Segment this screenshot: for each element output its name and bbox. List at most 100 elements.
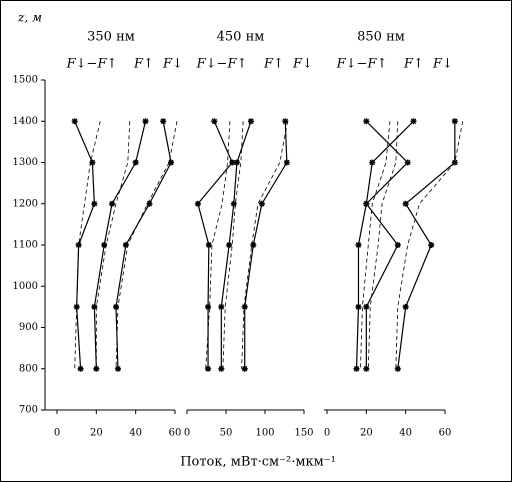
y-tick-label: 1200 [13,198,38,209]
flux-point [77,365,84,372]
flux-point [369,159,376,166]
flux-line [360,121,391,369]
x-tick-label: 0 [184,428,190,439]
flux-point [394,365,401,372]
flux-line [74,121,95,369]
flux-point [402,303,409,310]
flux-point [113,303,119,310]
x-tick-label: 0 [54,428,60,439]
flux-point [122,242,129,248]
flux-point [363,365,370,372]
series-label: F↓ [432,57,453,72]
y-tick-label: 1100 [13,240,38,251]
flux-point [89,159,96,166]
flux-line [93,121,147,369]
flux-point [91,303,98,310]
flux-point [205,303,212,310]
flux-point [451,159,458,166]
flux-line [367,121,399,369]
series-label: F↓ [162,57,183,72]
flux-point [402,200,409,207]
flux-line [115,121,172,369]
flux-line [95,121,131,369]
flux-point [404,159,411,166]
flux-point [241,303,248,310]
flux-point [211,118,218,125]
flux-point [75,242,82,248]
flux-point [73,303,80,310]
flux-point [282,118,289,125]
flux-point [218,365,225,372]
flux-line [205,121,231,369]
y-tick-label: 1300 [13,157,38,168]
y-tick-label: 900 [19,322,38,333]
flux-point [160,118,167,125]
flux-point [241,365,248,372]
y-tick-label: 1500 [13,75,38,86]
y-axis-label: z, м [17,11,42,25]
flux-point [355,242,362,248]
flux-line [74,121,101,369]
flux-point [283,159,290,166]
flux-point [168,159,175,166]
flux-point [205,242,212,248]
flux-point [250,242,257,248]
series-label: F↑ [403,57,424,72]
x-tick-label: 40 [129,428,142,439]
y-tick-label: 800 [19,363,38,374]
series-label: F↓ [292,57,313,72]
x-tick-label: 60 [169,428,182,439]
flux-point [114,365,121,372]
flux-point [247,118,254,125]
flux-point [218,303,225,310]
flux-point [132,159,139,166]
flux-line [397,121,456,369]
flux-point [428,242,435,248]
flux-point [363,200,370,207]
x-tick-label: 20 [360,428,373,439]
flux-line [355,120,414,369]
flux-point [91,200,98,207]
x-tick-label: 50 [220,428,233,439]
flux-point [355,303,362,310]
panel-title: 850 нм [357,30,405,45]
flux-point [394,242,401,248]
flux-line [220,121,252,369]
x-tick-label: 100 [255,428,274,439]
flux-point [194,200,201,207]
flux-line [222,121,244,369]
x-tick-label: 40 [399,428,412,439]
flux-point [71,118,78,125]
x-tick-label: 0 [324,428,330,439]
flux-line [395,121,464,369]
flux-point [353,365,360,372]
flux-point [363,118,370,125]
flux-line [244,121,288,369]
x-tick-label: 20 [90,428,103,439]
x-axis-label: Поток, мВт·см⁻²·мкм⁻¹ [180,455,336,470]
panel-title: 350 нм [87,30,135,45]
series-label: F↑ [263,57,284,72]
x-tick-label: 60 [439,428,452,439]
x-tick-label: 150 [294,428,313,439]
y-tick-label: 1000 [13,281,38,292]
series-label: F↓−F↑ [196,57,248,72]
flux-point [230,200,237,207]
flux-point [229,159,236,166]
flux-point [93,365,100,372]
flux-point [101,242,108,248]
flux-point [142,118,149,125]
flux-line [197,121,233,369]
y-tick-label: 700 [19,405,38,416]
flux-line [365,120,409,369]
series-label: F↓−F↑ [66,57,118,72]
flux-point [109,200,116,207]
flux-line [241,121,289,369]
flux-point [146,200,153,207]
flux-point [205,365,212,372]
flux-point [233,159,240,166]
flux-point [410,118,417,125]
flux-point [363,303,370,310]
